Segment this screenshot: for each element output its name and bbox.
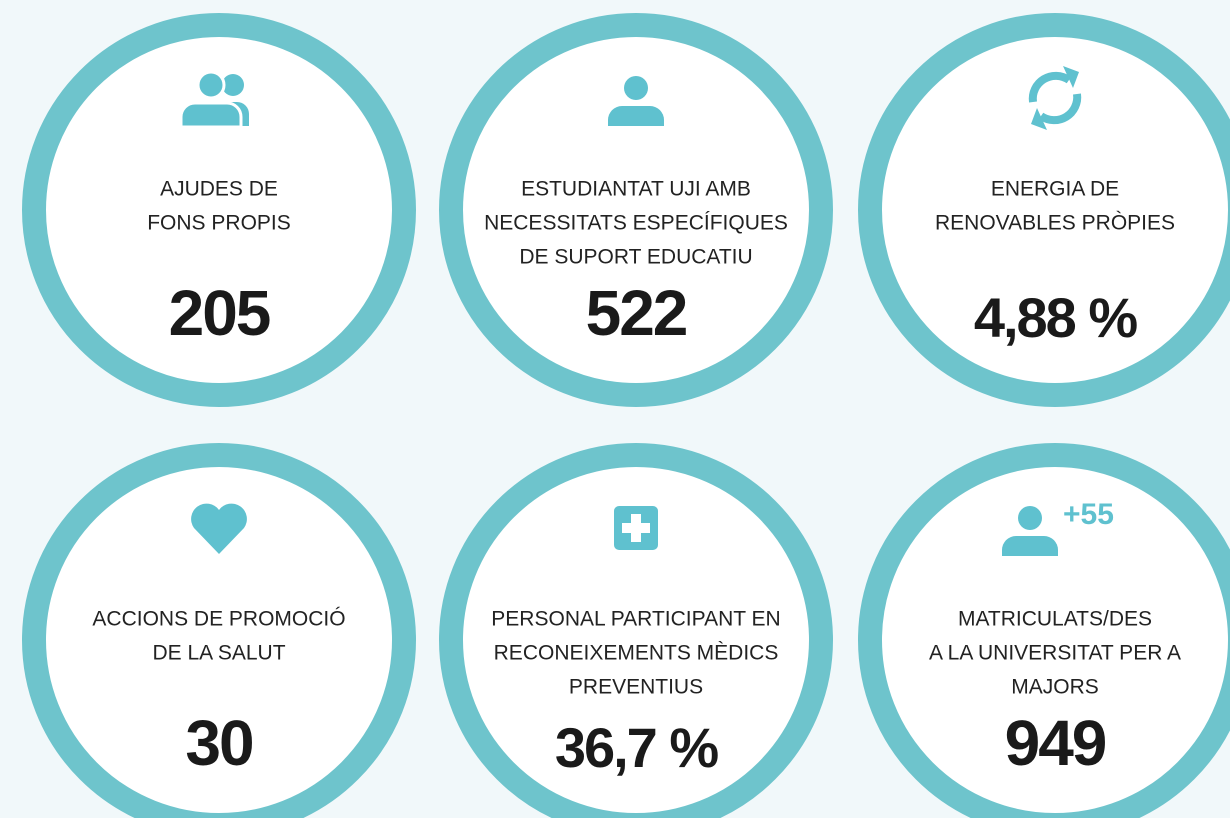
indicator-label: NECESSITATS ESPECÍFIQUES [484, 212, 788, 235]
indicator-value: 36,7 % [555, 716, 719, 779]
ring [439, 443, 833, 818]
indicator-label: MAJORS [1011, 676, 1099, 699]
ring [858, 443, 1230, 818]
indicator-card: PERSONAL PARTICIPANT EN RECONEIXEMENTS MÈ… [439, 443, 833, 818]
indicator-label: PREVENTIUS [569, 676, 703, 699]
icon-body [608, 106, 664, 126]
icon-heart [191, 503, 247, 554]
indicator-label: A LA UNIVERSITAT PER A [929, 642, 1181, 665]
indicator-label: ACCIONS DE PROMOCIÓ [92, 608, 345, 631]
icon-arrow [1038, 93, 1082, 125]
indicator-label: PERSONAL PARTICIPANT EN [491, 608, 780, 631]
indicator-label: MATRICULATS/DES [958, 608, 1152, 631]
indicator-card: ESTUDIANTAT UJI AMB NECESSITATS ESPECÍFIQ… [439, 13, 833, 407]
icon-arrow [1028, 71, 1072, 103]
indicator-label: AJUDES DE [160, 178, 278, 201]
indicator-label: ENERGIA DE [991, 178, 1119, 201]
icon-arrowhead [1031, 108, 1047, 130]
ring [22, 443, 416, 818]
icon-cross [622, 514, 650, 542]
icon-arrowhead [1063, 66, 1079, 88]
indicator-label: FONS PROPIS [147, 212, 291, 235]
icon-body [179, 101, 243, 129]
ring [22, 13, 416, 407]
icon-text: +55 [1063, 498, 1114, 531]
ring [439, 13, 833, 407]
icon-head [1018, 506, 1042, 530]
indicator-label: DE LA SALUT [152, 642, 285, 665]
indicator-value: 205 [169, 277, 270, 349]
indicator-value: 30 [185, 707, 252, 779]
icon-body [1002, 536, 1058, 556]
indicator-value: 522 [586, 277, 687, 349]
icon-head [196, 70, 226, 100]
indicator-label: DE SUPORT EDUCATIU [519, 246, 752, 269]
indicator-card: AJUDES DE FONS PROPIS 205 [22, 13, 416, 407]
indicator-value: 4,88 % [974, 286, 1138, 349]
indicator-card: ENERGIA DE RENOVABLES PRÒPIES 4,88 % [858, 13, 1230, 407]
icon-head [624, 76, 648, 100]
ring [858, 13, 1230, 407]
indicator-card: +55 MATRICULATS/DES A LA UNIVERSITAT PER A… [858, 443, 1230, 818]
indicator-label: RECONEIXEMENTS MÈDICS [494, 642, 779, 665]
indicator-label: ESTUDIANTAT UJI AMB [521, 178, 751, 201]
indicator-value: 949 [1005, 707, 1106, 779]
indicator-card: ACCIONS DE PROMOCIÓ DE LA SALUT 30 [22, 443, 416, 818]
icon-head [222, 74, 244, 96]
indicator-label: RENOVABLES PRÒPIES [935, 212, 1175, 235]
